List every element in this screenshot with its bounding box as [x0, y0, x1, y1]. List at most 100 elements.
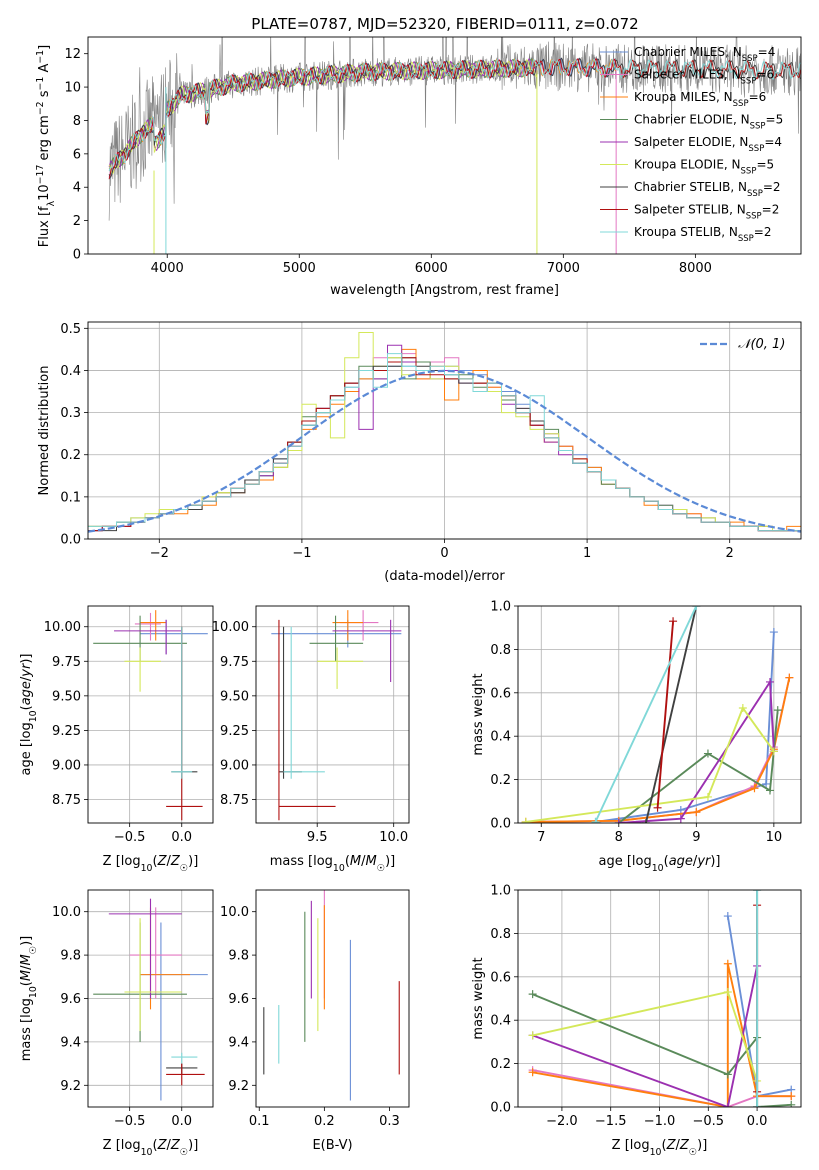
y-tick-label: 9.00 — [52, 758, 81, 773]
legend-label: Kroupa ELODIE, NSSP=5 — [634, 158, 774, 177]
panel-weight-vs-age: 7 8 9 10 0.0 0.2 0.4 0.6 0.8 1.0 age [log10(age/yr… — [471, 600, 802, 874]
model-spectrum-kroupa_elodie — [108, 59, 538, 175]
x-tick-label: 0 — [440, 546, 448, 561]
x-tick-label: 5000 — [283, 261, 316, 276]
x-tick-label: 1 — [583, 546, 591, 561]
model-spectrum-kroupa_stelib — [108, 58, 801, 172]
y-tick-label: 6 — [73, 147, 81, 162]
y-tick-label: 9.25 — [220, 724, 249, 739]
y-axis-label-text: Flux [fλ10−17 erg cm−2 s−1 A−1] — [35, 45, 57, 247]
x-tick-label: 7 — [537, 830, 545, 845]
y-tick-label: 12 — [64, 47, 81, 62]
weight-marker-kroupa_stelib — [591, 817, 600, 823]
weight-marker-kroupa_elodie — [769, 747, 778, 756]
weight-marker-kroupa_elodie — [723, 987, 732, 996]
x-tick-label: 2 — [726, 546, 734, 561]
x-axis-label: Z [log10(Z/Z☉)] — [612, 1138, 708, 1158]
y-axis-label: Flux [fλ10−17 erg cm−2 s−1 A−1] — [35, 45, 57, 247]
x-axis-label: wavelength [Angstrom, rest frame] — [330, 283, 559, 298]
y-tick-label: 1.0 — [490, 600, 511, 615]
y-tick-label: 9.4 — [228, 1035, 249, 1050]
y-tick-label: 8.75 — [220, 793, 249, 808]
axes-frame — [87, 889, 214, 1108]
weight-marker-kroupa_elodie — [703, 792, 712, 801]
x-axis-label: Z [log10(Z/Z☉)] — [103, 854, 199, 874]
weight-line-kroupa_stelib — [594, 606, 698, 823]
plot-area — [521, 606, 794, 823]
plot-area — [271, 610, 402, 821]
x-tick-label: 9.5 — [307, 830, 328, 845]
x-tick-label: −0.5 — [114, 1114, 146, 1129]
weight-marker-chabrier_elodie — [773, 706, 782, 715]
y-tick-label: 8.75 — [52, 793, 81, 808]
y-tick-label: 0.2 — [60, 448, 81, 463]
x-axis-label-text: Z [log10(Z/Z☉)] — [612, 1138, 708, 1158]
y-tick-label: 0.2 — [490, 1057, 511, 1072]
plot-area — [93, 610, 208, 821]
weight-marker-kroupa_miles — [723, 959, 732, 968]
weight-marker-chabrier_elodie — [703, 749, 712, 758]
y-tick-label: 0.5 — [60, 322, 81, 337]
weight-marker-kroupa_miles — [787, 1092, 796, 1101]
y-tick-label: 9.8 — [60, 949, 81, 964]
weight-marker-kroupa_elodie — [521, 817, 530, 823]
y-tick-label: 0.0 — [490, 817, 511, 832]
x-tick-label: 10 — [766, 830, 783, 845]
y-tick-label: 0.1 — [60, 490, 81, 505]
normal-curve — [88, 369, 801, 533]
y-tick-label: 4 — [73, 181, 81, 196]
weight-line-chabrier_miles — [595, 631, 775, 823]
weight-marker-kroupa_miles — [750, 784, 759, 793]
y-tick-label: 0.8 — [490, 643, 511, 658]
weight-marker-kroupa_miles — [692, 808, 701, 817]
x-axis-label: Z [log10(Z/Z☉)] — [103, 1138, 199, 1158]
y-tick-label: 0.4 — [60, 364, 81, 379]
weight-marker-chabrier_elodie — [528, 990, 537, 999]
weight-marker-chabrier_miles — [762, 779, 771, 788]
y-tick-label: 1.0 — [490, 884, 511, 899]
model-spectrum-salpeter_stelib — [108, 58, 801, 180]
y-tick-label: 9.50 — [220, 689, 249, 704]
weight-marker-chabrier_miles — [723, 912, 732, 921]
x-axis-label-text: Z [log10(Z/Z☉)] — [103, 1138, 199, 1158]
legend-label: Chabrier ELODIE, NSSP=5 — [634, 113, 783, 132]
weight-marker-kroupa_miles — [528, 1068, 537, 1077]
histogram-kroupa_stelib — [88, 353, 801, 532]
x-tick-label: −1.5 — [595, 1114, 627, 1129]
weight-marker-chabrier_miles — [676, 805, 685, 814]
x-axis-label: E(B-V) — [312, 1138, 352, 1153]
y-tick-label: 10.00 — [212, 620, 249, 635]
x-axis-label-text: Z [log10(Z/Z☉)] — [103, 854, 199, 874]
y-tick-label: 0.6 — [490, 686, 511, 701]
y-tick-label: 9.6 — [228, 992, 249, 1007]
weight-marker-chabrier_elodie — [787, 1100, 796, 1107]
plot-area — [528, 890, 796, 1107]
panel-mass-vs-z: −0.5 0.0 9.2 9.4 9.6 9.8 10.0 Z [log10(Z/Z☉)] ma… — [19, 889, 214, 1158]
y-tick-label: 0.8 — [490, 927, 511, 942]
y-tick-label: 10.0 — [220, 905, 249, 920]
y-tick-label: 9.2 — [60, 1079, 81, 1094]
y-tick-label: 10.00 — [44, 620, 81, 635]
y-tick-label: 0.0 — [60, 533, 81, 548]
y-tick-label: 9.50 — [52, 689, 81, 704]
legend-label: Chabrier MILES, NSSP=4 — [634, 45, 775, 64]
axes-frame — [87, 605, 214, 824]
model-spectrum-chabrier_stelib — [108, 57, 801, 178]
y-tick-label: 10 — [64, 81, 81, 96]
weight-marker-kroupa_miles — [785, 673, 794, 682]
y-tick-label: 0.3 — [60, 406, 81, 421]
legend-label: Chabrier STELIB, NSSP=2 — [634, 180, 781, 199]
x-tick-label: −0.5 — [693, 1114, 725, 1129]
weight-line-kroupa_elodie — [525, 706, 775, 823]
legend-label: Salpeter MILES, NSSP=6 — [634, 68, 774, 87]
axes-frame — [87, 321, 802, 540]
weight-marker-salpeter_stelib — [653, 803, 662, 812]
y-tick-label: 8 — [73, 114, 81, 129]
y-tick-label: 0.4 — [490, 1014, 511, 1029]
x-tick-label: 6000 — [415, 261, 448, 276]
weight-marker-kroupa_stelib — [753, 890, 762, 894]
y-tick-label: 9.75 — [52, 655, 81, 670]
weight-marker-chabrier_elodie — [723, 1070, 732, 1079]
legend-label: Salpeter STELIB, NSSP=2 — [634, 203, 779, 222]
